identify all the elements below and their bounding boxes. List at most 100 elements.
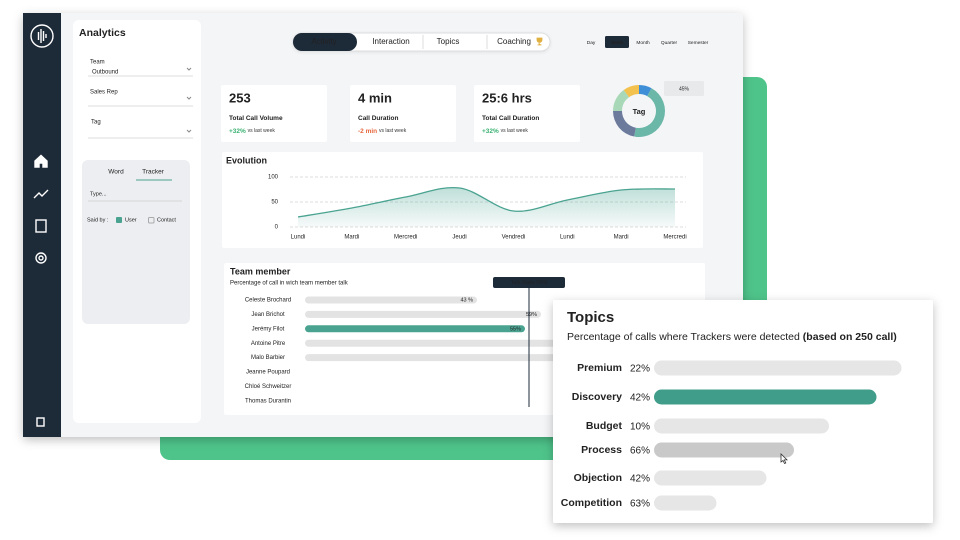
- trophy-icon: [536, 37, 543, 46]
- search-input[interactable]: Type...: [90, 191, 107, 197]
- talk-ratio-label: Talk Ratio 56%: [511, 280, 548, 286]
- donut-chart: [613, 85, 665, 137]
- donut-segment: [639, 85, 652, 97]
- kpi-compare: vs last week: [501, 128, 529, 134]
- period[interactable]: Week: [611, 40, 624, 46]
- member-name: Jean Brichot: [251, 312, 285, 318]
- checkbox[interactable]: [148, 217, 155, 224]
- period[interactable]: Month: [636, 40, 650, 46]
- kpi-change: +32% vs last week: [229, 128, 275, 135]
- checkbox-checked[interactable]: [116, 217, 122, 223]
- x-tick-label: Lundi: [291, 235, 306, 241]
- kpi-value: 253: [229, 90, 251, 105]
- chevrons: [173, 67, 192, 197]
- member-name: Thomas Durantin: [245, 398, 291, 404]
- topic-bar: [654, 442, 794, 458]
- kpi-label: Total Call Duration: [482, 115, 539, 122]
- search-tab[interactable]: Word: [108, 169, 124, 176]
- topic-name: Discovery: [572, 391, 622, 403]
- topic-name: Budget: [586, 420, 623, 432]
- kpi-card: [221, 85, 327, 142]
- topics-title: Topics: [567, 309, 614, 326]
- tab[interactable]: Coaching: [497, 37, 531, 46]
- tab[interactable]: Interaction: [372, 37, 409, 46]
- line: [297, 186, 676, 218]
- donut-segment: [613, 111, 636, 137]
- topic-percent: 10%: [630, 422, 650, 433]
- kpi-change: -2 min vs last week: [358, 128, 407, 135]
- member-name: Jerémy Filot: [252, 326, 285, 332]
- period[interactable]: Day: [587, 40, 596, 46]
- kpi-card: [474, 85, 580, 142]
- period-selector: Day Week Month Quarter Semester: [587, 40, 709, 46]
- team-bars: Celeste Brochard 43 % Jean Brichot 59% Jerém…: [245, 277, 593, 407]
- gear-core: [38, 255, 44, 261]
- x-tick-label: Mardi: [614, 235, 629, 241]
- nav-icons: [30, 24, 54, 427]
- topic-bar: [654, 360, 902, 376]
- kpi-compare: vs last week: [379, 128, 407, 134]
- kpi-change: +32% vs last week: [482, 128, 528, 135]
- member-name: Jeanne Poupard: [246, 370, 290, 376]
- filter-value[interactable]: Outbound: [92, 70, 118, 76]
- kpi-value: 25:6 hrs: [482, 90, 532, 105]
- topic-name: Objection: [574, 472, 622, 484]
- topic-bars: Premium 22% Discovery 42% Budget 10% Process 66…: [561, 360, 902, 511]
- tooltip-text: 45%: [679, 86, 690, 92]
- card-subtitle: Percentage of call in wich team member t…: [230, 281, 349, 287]
- member-name: Celeste Brochard: [245, 298, 291, 304]
- bar: [305, 296, 477, 304]
- search-tab[interactable]: Tracker: [142, 169, 165, 176]
- value-label: 55%: [510, 326, 521, 332]
- book-icon[interactable]: [35, 219, 47, 233]
- filter-label: Team: [90, 60, 105, 66]
- card-title: Evolution: [226, 155, 267, 165]
- bar: [305, 354, 577, 362]
- y-tick-label: 50: [271, 200, 278, 206]
- said-by: Said by :: [87, 217, 109, 223]
- topic-percent: 42%: [630, 474, 650, 485]
- value-label: 43 %: [460, 297, 473, 303]
- subtitle-text: Percentage of calls where Trackers were …: [567, 331, 800, 343]
- x-tick-label: Mardi: [344, 235, 359, 241]
- tooltip: [664, 81, 704, 96]
- panel-title: Analytics: [79, 27, 126, 39]
- member-name: Chloé Schweitzer: [245, 384, 292, 390]
- kpi-delta: -2 min: [358, 128, 377, 135]
- kpi-label: Total Call Volume: [229, 115, 283, 122]
- cursor: [780, 453, 788, 465]
- subtitle-bold: (based on 250 call): [803, 331, 897, 343]
- logo-bars: [37, 29, 47, 43]
- y-tick-label: 0: [275, 225, 279, 231]
- home-icon[interactable]: [34, 154, 48, 168]
- donut-segment: [613, 89, 630, 111]
- x-tick-label: Mercredi: [663, 235, 686, 241]
- value-label: 59%: [526, 312, 537, 318]
- y-tick-label: 100: [268, 175, 279, 181]
- x-tick-label: Jeudi: [452, 235, 466, 241]
- topics-subtitle: Percentage of calls where Trackers were …: [567, 331, 897, 343]
- filter-label[interactable]: Sales Rep: [90, 90, 118, 96]
- gear-icon[interactable]: [35, 252, 47, 264]
- tab[interactable]: Topics: [437, 37, 460, 46]
- member-name: Malo Barbier: [251, 355, 285, 361]
- chart-icon[interactable]: [33, 189, 49, 199]
- topics-card-shadow: [553, 300, 933, 523]
- topic-name: Competition: [561, 497, 622, 509]
- filter-label[interactable]: Tag: [91, 120, 101, 126]
- topic-percent: 63%: [630, 499, 650, 510]
- donut-segment: [623, 85, 639, 98]
- period[interactable]: Semester: [688, 40, 709, 46]
- donut-segment: [634, 88, 665, 137]
- option: Contact: [157, 217, 176, 223]
- exit-icon[interactable]: [36, 417, 45, 427]
- kpi-card: [350, 85, 456, 142]
- period[interactable]: Quarter: [661, 40, 678, 46]
- x-tick-label: Mercredi: [394, 235, 417, 241]
- option: User: [125, 217, 137, 223]
- tab[interactable]: Activity: [311, 37, 336, 46]
- kpi-cards: 253 Total Call Volume +32% vs last week 4 m…: [221, 85, 580, 142]
- bar: [305, 310, 541, 318]
- topic-bar: [654, 418, 829, 434]
